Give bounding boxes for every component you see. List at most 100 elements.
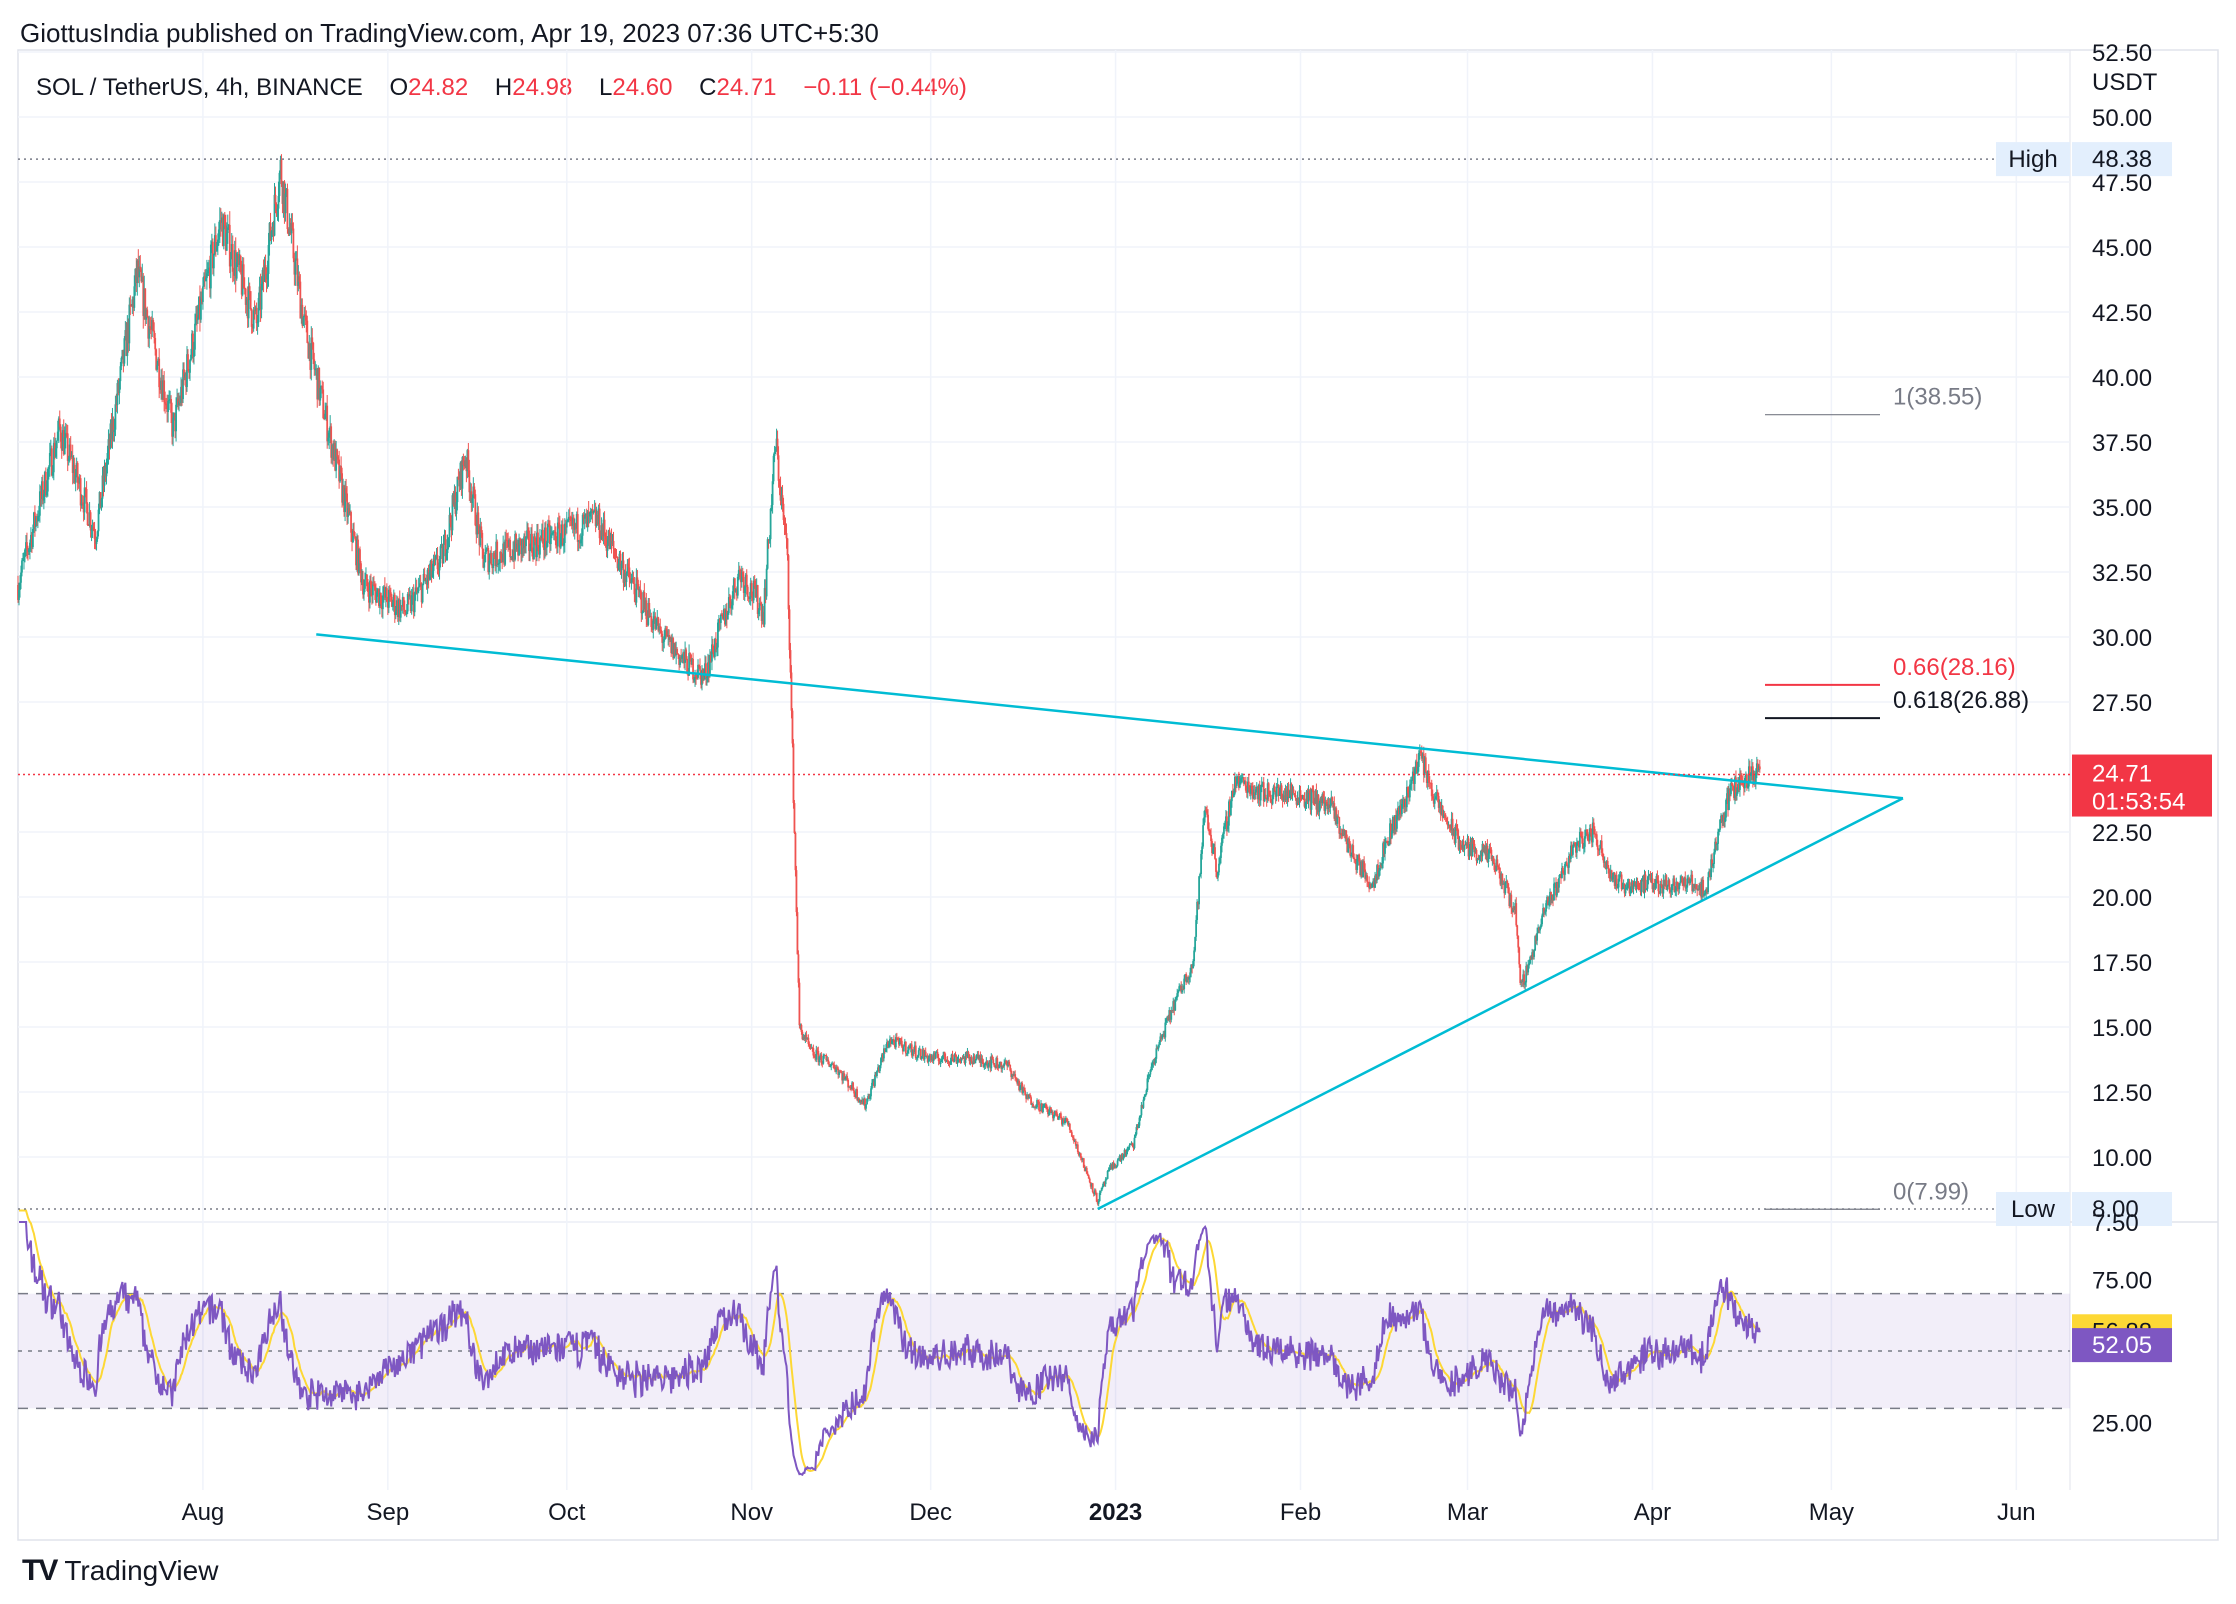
- candle-body: [1481, 843, 1484, 857]
- candle-body: [1296, 798, 1299, 805]
- candle-body: [734, 589, 737, 592]
- candle-body: [1130, 1142, 1133, 1144]
- candle-body: [1655, 876, 1658, 884]
- rsi-tick-label: 75.00: [2092, 1267, 2152, 1294]
- candle-body: [1225, 816, 1227, 825]
- candle-body: [1003, 1063, 1006, 1067]
- candle-body: [1474, 849, 1477, 853]
- candle-body: [308, 343, 311, 359]
- price-tick-label: 27.50: [2092, 690, 2152, 717]
- candle-body: [147, 317, 150, 339]
- candle-body: [1307, 791, 1310, 802]
- candle-body: [436, 555, 439, 570]
- candle-body: [1749, 773, 1752, 776]
- candle-body: [1054, 1110, 1056, 1115]
- candle-body: [26, 542, 28, 550]
- candle-body: [892, 1039, 895, 1043]
- candle-body: [351, 532, 353, 543]
- candle-body: [337, 456, 340, 460]
- tradingview-logo[interactable]: TV TradingView: [22, 1554, 218, 1588]
- candle-body: [432, 558, 435, 571]
- candle-body: [1618, 874, 1621, 879]
- candle-body: [1099, 1191, 1102, 1193]
- candle-body: [809, 1045, 812, 1049]
- candle-body: [1494, 869, 1497, 872]
- candle-body: [693, 679, 695, 681]
- change-value: −0.11 (−0.44%): [803, 74, 967, 101]
- candle-body: [612, 540, 615, 549]
- candle-body: [52, 442, 55, 473]
- candle-body: [440, 545, 443, 547]
- candle-body: [923, 1051, 926, 1060]
- candle-body: [1329, 804, 1332, 808]
- candle-body: [777, 455, 780, 481]
- candle-body: [972, 1056, 975, 1065]
- candle-body: [1107, 1169, 1110, 1171]
- candle-body: [844, 1078, 847, 1080]
- symbol-name[interactable]: SOL / TetherUS, 4h, BINANCE: [36, 74, 363, 101]
- candle-body: [1695, 884, 1698, 890]
- candle-body: [1266, 783, 1269, 800]
- candle-body: [282, 181, 285, 204]
- candle-body: [231, 244, 234, 272]
- candle-body: [519, 538, 521, 540]
- candle-body: [1716, 843, 1718, 845]
- candle-body: [740, 572, 743, 583]
- candle-body: [1095, 1192, 1098, 1202]
- candle-body: [341, 473, 344, 503]
- candle-body: [117, 383, 120, 394]
- candle-body: [786, 538, 789, 556]
- candle-body: [771, 481, 774, 506]
- candle-body: [1654, 883, 1657, 889]
- candle-body: [1035, 1107, 1037, 1109]
- candle-body: [71, 455, 74, 473]
- candle-body: [420, 583, 423, 603]
- candle-body: [1459, 840, 1462, 848]
- open-value: 24.82: [408, 74, 469, 101]
- candle-body: [384, 588, 387, 598]
- candle-body: [1243, 781, 1246, 784]
- candle-body: [1740, 774, 1742, 780]
- candle-body: [1711, 859, 1713, 867]
- candle-body: [27, 549, 29, 552]
- candle-body: [886, 1042, 888, 1049]
- candle-body: [878, 1067, 880, 1071]
- candle-body: [1366, 875, 1369, 882]
- candle-body: [600, 525, 603, 540]
- candle-body: [1515, 903, 1518, 926]
- candle-body: [1738, 784, 1740, 791]
- candle-body: [1073, 1140, 1076, 1142]
- candle-body: [542, 529, 544, 544]
- candle-body: [400, 605, 403, 607]
- candle-body: [160, 380, 163, 390]
- candle-body: [744, 574, 747, 588]
- candle-body: [1638, 885, 1641, 887]
- candle-body: [893, 1042, 896, 1048]
- candle-body: [1341, 835, 1344, 837]
- candle-body: [1602, 857, 1605, 863]
- candle-body: [1150, 1066, 1153, 1071]
- candle-body: [951, 1054, 954, 1060]
- candle-body: [29, 542, 31, 550]
- candle-body: [1102, 1181, 1105, 1187]
- candle-body: [791, 710, 794, 744]
- bar-countdown: 01:53:54: [2092, 789, 2185, 816]
- candle-body: [1049, 1107, 1051, 1113]
- candle-body: [311, 337, 314, 343]
- candle-body: [837, 1068, 840, 1075]
- candle-body: [684, 649, 686, 663]
- candle-body: [390, 596, 393, 607]
- candle-body: [549, 534, 552, 545]
- candle-body: [470, 491, 473, 503]
- candle-body: [398, 599, 401, 618]
- candle-body: [333, 443, 336, 460]
- candle-body: [44, 472, 47, 496]
- candle-body: [260, 283, 263, 310]
- candle-body: [1065, 1117, 1068, 1122]
- candle-body: [75, 463, 78, 476]
- candle-body: [191, 333, 193, 355]
- candle-body: [945, 1059, 948, 1062]
- candle-body: [1081, 1158, 1084, 1161]
- candle-body: [1490, 849, 1493, 860]
